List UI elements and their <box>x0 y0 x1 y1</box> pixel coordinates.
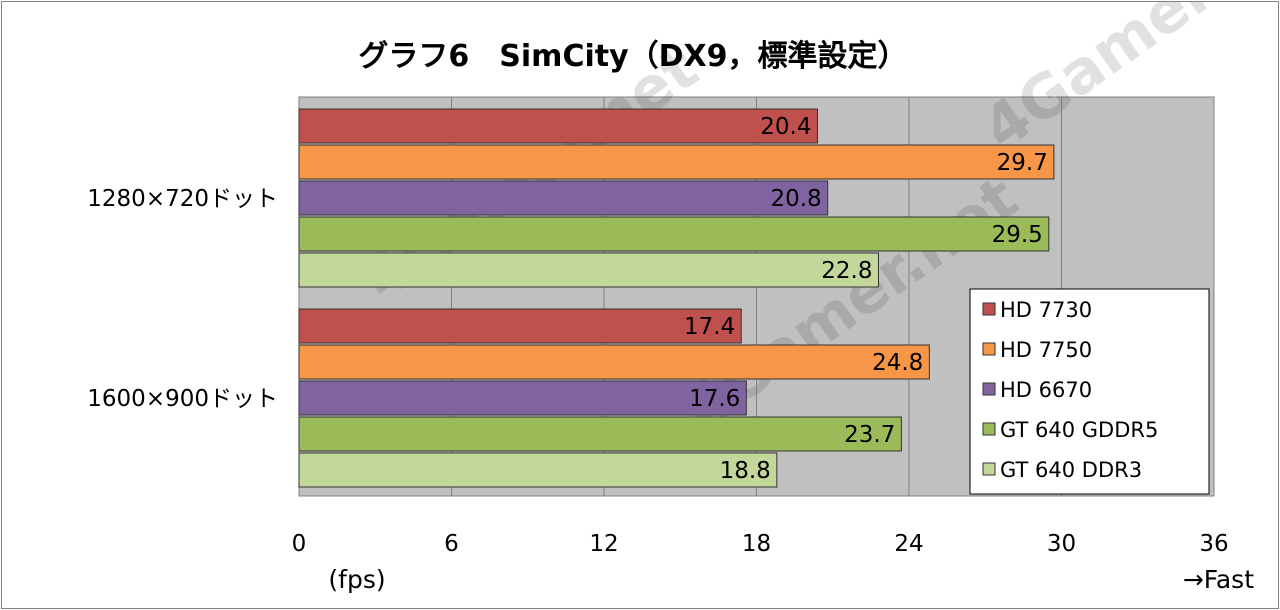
data-labels: 20.4 29.7 20.8 29.5 22.8 17.4 24.8 17.6 23.7 18.8 <box>684 114 1048 484</box>
bar-hd-6670-1 <box>298 180 829 216</box>
data-label: 18.8 <box>720 458 771 484</box>
direction-note: →Fast <box>1183 565 1254 594</box>
legend-swatch <box>982 422 996 436</box>
x-tick-label: 12 <box>589 531 618 557</box>
bar-gt-640-gddr5-2 <box>298 416 902 452</box>
bar-hd-7730-2 <box>298 308 742 344</box>
bars <box>298 108 1055 488</box>
x-tick-label: 36 <box>1199 531 1228 557</box>
x-tick-label: 18 <box>742 531 771 557</box>
bar-gt-640-ddr3-1 <box>298 252 879 288</box>
legend-box <box>969 288 1210 495</box>
data-label: 20.4 <box>760 114 811 140</box>
category-label: 1600×900ドット <box>87 386 278 412</box>
bar-hd-7750-2 <box>298 344 930 380</box>
x-tick-label: 30 <box>1047 531 1076 557</box>
x-tick-label: 6 <box>444 531 459 557</box>
legend-label: GT 640 GDDR5 <box>1000 418 1158 442</box>
legend-swatch <box>982 382 996 396</box>
legend-label: HD 7730 <box>1000 298 1092 322</box>
data-label: 17.4 <box>684 314 735 340</box>
chart-title: グラフ6 SimCity（DX9，標準設定） <box>358 39 907 74</box>
data-label: 17.6 <box>689 386 740 412</box>
data-label: 29.5 <box>992 222 1043 248</box>
legend-label: HD 7750 <box>1000 338 1092 362</box>
x-tick-label: 0 <box>292 531 307 557</box>
legend-swatch <box>982 342 996 356</box>
category-labels: 1280×720ドット 1600×900ドット <box>87 186 278 412</box>
data-label: 29.7 <box>997 150 1048 176</box>
data-label: 24.8 <box>872 350 923 376</box>
bar-gt-640-ddr3-2 <box>298 452 778 488</box>
legend-label: HD 6670 <box>1000 378 1092 402</box>
legend-label: GT 640 DDR3 <box>1000 458 1142 482</box>
bar-gt-640-gddr5-1 <box>298 216 1050 252</box>
bar-hd-6670-2 <box>298 380 747 416</box>
legend: HD 7730 HD 7750 HD 6670 GT 640 GDDR5 GT 640 … <box>969 288 1210 495</box>
data-label: 20.8 <box>770 186 821 212</box>
legend-swatch <box>982 302 996 316</box>
data-label: 22.8 <box>821 258 872 284</box>
legend-swatch <box>982 462 996 476</box>
x-axis-unit-label: (fps) <box>328 565 385 594</box>
bar-hd-7750-1 <box>298 144 1055 180</box>
category-label: 1280×720ドット <box>87 186 278 212</box>
data-label: 23.7 <box>844 422 895 448</box>
x-tick-label: 24 <box>894 531 923 557</box>
bar-hd-7730-1 <box>298 108 818 144</box>
x-tick-labels: 0 6 12 18 24 30 36 <box>292 531 1229 557</box>
